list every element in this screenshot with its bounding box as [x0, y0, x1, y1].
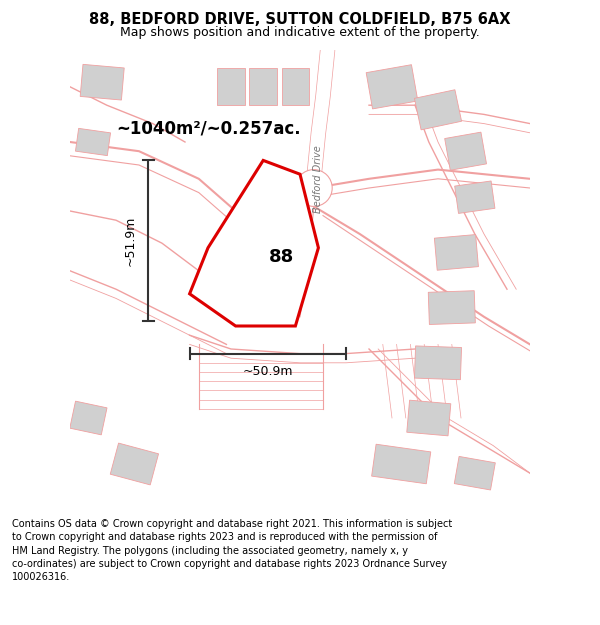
Polygon shape [281, 68, 309, 105]
Circle shape [295, 169, 332, 206]
Polygon shape [234, 202, 274, 238]
Polygon shape [428, 291, 475, 324]
Polygon shape [76, 128, 110, 156]
Polygon shape [80, 64, 124, 100]
Polygon shape [70, 401, 107, 435]
Polygon shape [415, 346, 461, 380]
Polygon shape [454, 456, 496, 490]
Polygon shape [110, 443, 158, 485]
Text: 88: 88 [269, 248, 294, 266]
Text: 88, BEDFORD DRIVE, SUTTON COLDFIELD, B75 6AX: 88, BEDFORD DRIVE, SUTTON COLDFIELD, B75… [89, 12, 511, 28]
Polygon shape [190, 161, 319, 326]
Polygon shape [434, 234, 478, 270]
Polygon shape [366, 64, 418, 109]
Polygon shape [455, 181, 495, 213]
Polygon shape [415, 90, 461, 130]
Polygon shape [407, 400, 451, 436]
Text: ~50.9m: ~50.9m [242, 365, 293, 378]
Text: Contains OS data © Crown copyright and database right 2021. This information is : Contains OS data © Crown copyright and d… [12, 519, 452, 582]
Text: ~51.9m: ~51.9m [124, 216, 137, 266]
Text: Map shows position and indicative extent of the property.: Map shows position and indicative extent… [120, 26, 480, 39]
Text: Bedford Drive: Bedford Drive [313, 145, 323, 212]
Polygon shape [259, 241, 295, 273]
Polygon shape [250, 68, 277, 105]
Polygon shape [217, 68, 245, 105]
Polygon shape [371, 444, 431, 484]
Polygon shape [445, 132, 487, 170]
Text: ~1040m²/~0.257ac.: ~1040m²/~0.257ac. [116, 119, 301, 138]
